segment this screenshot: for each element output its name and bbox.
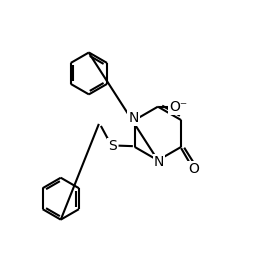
Text: N: N xyxy=(128,111,139,125)
Text: O: O xyxy=(188,162,199,176)
Text: N: N xyxy=(154,155,164,169)
Text: S: S xyxy=(108,139,117,153)
Text: O⁻: O⁻ xyxy=(169,100,187,114)
